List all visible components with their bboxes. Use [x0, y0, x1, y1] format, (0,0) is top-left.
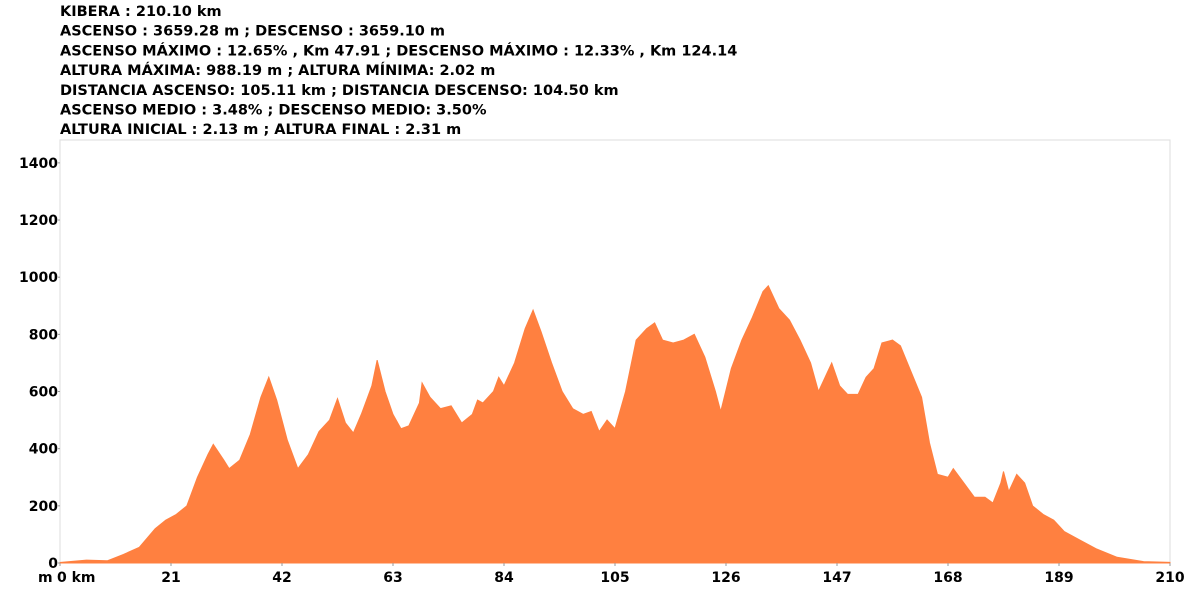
y-tick-label: 0 [48, 556, 58, 572]
y-tick-label: 1000 [19, 270, 58, 286]
y-tick-label: 600 [29, 385, 58, 401]
y-axis-unit: m [38, 570, 53, 586]
x-tick-label: 84 [494, 570, 514, 586]
y-tick-label: 800 [29, 327, 58, 343]
x-tick-label: 0 km [57, 570, 96, 586]
info-line: KIBERA : 210.10 km [60, 4, 222, 20]
info-line: ASCENSO MÁXIMO : 12.65% , Km 47.91 ; DES… [60, 42, 737, 59]
y-tick-label: 1400 [19, 156, 58, 172]
x-tick-label: 126 [711, 570, 740, 586]
info-line: ASCENSO : 3659.28 m ; DESCENSO : 3659.10… [60, 24, 445, 40]
x-tick-label: 189 [1044, 570, 1073, 586]
y-tick-label: 400 [29, 442, 58, 458]
x-tick-label: 168 [933, 570, 962, 586]
x-tick-label: 147 [822, 570, 851, 586]
y-tick-label: 1200 [19, 213, 58, 229]
elevation-area [59, 284, 1171, 564]
info-line: ASCENSO MEDIO : 3.48% ; DESCENSO MEDIO: … [60, 103, 487, 119]
y-tick-label: 200 [29, 499, 58, 515]
x-tick-label: 210 [1155, 570, 1184, 586]
x-tick-label: 21 [161, 570, 180, 586]
info-line: DISTANCIA ASCENSO: 105.11 km ; DISTANCIA… [60, 83, 619, 99]
x-tick-label: 42 [272, 570, 291, 586]
x-tick-label: 63 [383, 570, 402, 586]
info-line: ALTURA INICIAL : 2.13 m ; ALTURA FINAL :… [60, 122, 461, 138]
info-line: ALTURA MÁXIMA: 988.19 m ; ALTURA MÍNIMA:… [60, 62, 495, 79]
x-tick-label: 105 [600, 570, 629, 586]
